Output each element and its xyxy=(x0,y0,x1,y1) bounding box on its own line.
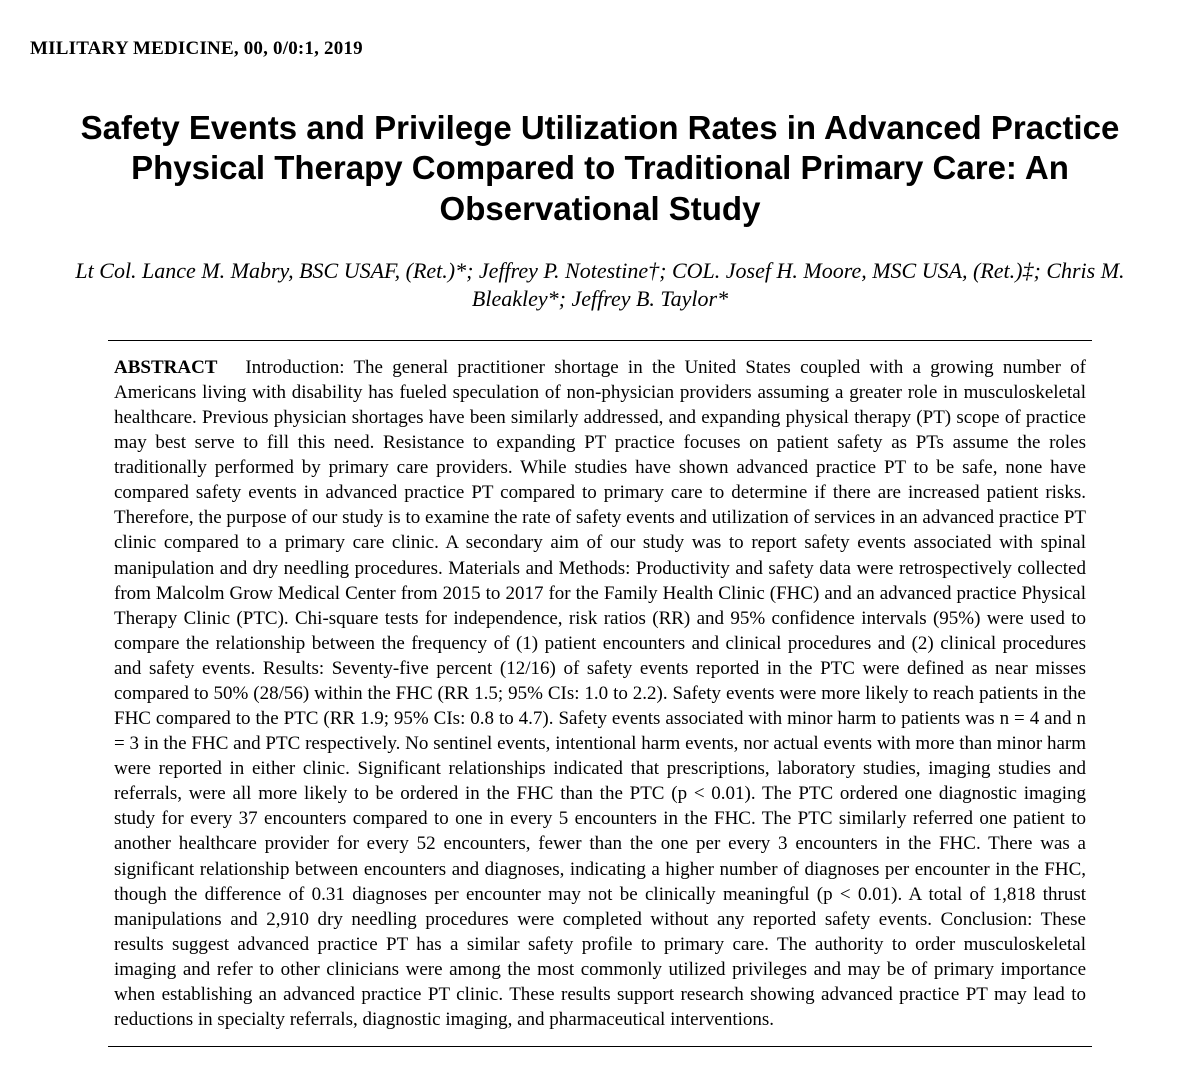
abstract-text: ABSTRACT Introduction: The general pract… xyxy=(114,355,1086,1032)
journal-header: MILITARY MEDICINE, 00, 0/0:1, 2019 xyxy=(30,38,1170,60)
abstract-container: ABSTRACT Introduction: The general pract… xyxy=(108,340,1092,1047)
abstract-label: ABSTRACT xyxy=(114,357,217,378)
article-title: Safety Events and Privilege Utilization … xyxy=(52,108,1148,229)
abstract-body: Introduction: The general practitioner s… xyxy=(114,357,1086,1030)
author-list: Lt Col. Lance M. Mabry, BSC USAF, (Ret.)… xyxy=(60,257,1140,314)
